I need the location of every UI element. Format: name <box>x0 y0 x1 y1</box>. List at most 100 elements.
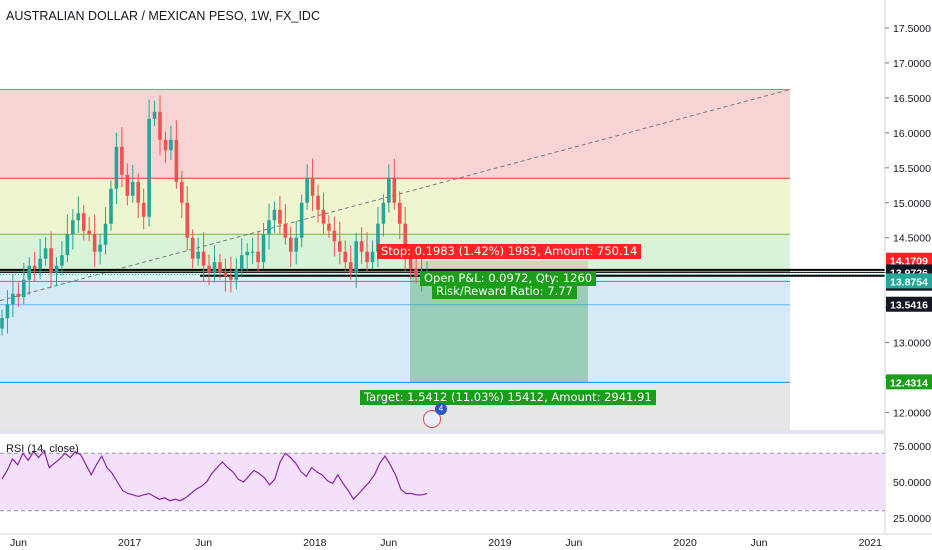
candle-body <box>43 248 48 259</box>
candle-body <box>397 202 402 224</box>
candle-body <box>71 220 75 235</box>
candle-body <box>21 279 26 298</box>
candle-body <box>272 209 277 221</box>
candle-body <box>190 237 195 259</box>
candle-body <box>261 234 266 263</box>
candle-body <box>348 262 353 273</box>
price-label-bg <box>886 374 932 390</box>
price-label-bg <box>886 252 932 268</box>
candle-body <box>283 223 288 238</box>
candle-body <box>136 181 141 203</box>
chart-title: AUSTRALIAN DOLLAR / MEXICAN PESO, 1W, FX… <box>6 9 320 23</box>
candle-body <box>141 202 146 217</box>
candle-body <box>267 220 271 235</box>
price-tick-label: 16.0000 <box>893 128 931 140</box>
candle-body <box>381 202 386 224</box>
rsi-label: RSI (14, close) <box>6 443 79 455</box>
price-label: 13.8754 <box>890 276 928 288</box>
candle-body <box>392 178 397 203</box>
candle-body <box>239 255 244 270</box>
risk-reward-tag[interactable]: Risk/Reward Ratio: 7.77 <box>432 284 577 299</box>
price-tick-label: 13.0000 <box>893 338 931 350</box>
time-tick-label: Jun <box>195 537 212 549</box>
stop-zone <box>410 260 588 273</box>
price-label-bg <box>886 296 932 312</box>
fib-band <box>0 304 790 383</box>
rsi-tick-label: 25.0000 <box>893 513 931 525</box>
stop-tag[interactable]: Stop: 0.1983 (1.42%) 1983, Amount: 750.1… <box>377 244 642 259</box>
price-tick-label: 14.5000 <box>893 233 931 245</box>
candle-body <box>103 223 108 245</box>
time-tick-label: 2021 <box>859 537 883 549</box>
candle-body <box>180 181 184 203</box>
candle-body <box>125 174 130 196</box>
price-tick-label: 16.5000 <box>893 93 931 105</box>
candle-body <box>359 241 364 252</box>
time-tick-label: Jun <box>565 537 582 549</box>
candle-body <box>0 318 4 329</box>
price-tick-label: 17.5000 <box>893 23 931 35</box>
candle-body <box>207 265 211 273</box>
candle-body <box>245 251 249 256</box>
event-flag-icon[interactable] <box>423 410 441 428</box>
candle-body <box>305 178 309 203</box>
candle-body <box>27 265 32 280</box>
candle-body <box>196 251 200 259</box>
candle-body <box>278 209 282 224</box>
candle-body <box>234 269 239 280</box>
rsi-line <box>1 449 428 502</box>
candle-body <box>294 237 299 252</box>
candle-body <box>11 293 15 305</box>
time-tick-label: 2017 <box>118 537 142 549</box>
price-tick-label: 12.0000 <box>893 408 931 420</box>
candle-body <box>376 223 380 252</box>
candle-body <box>299 202 304 238</box>
candle-body <box>92 234 97 252</box>
price-tick-label: 15.0000 <box>893 198 931 210</box>
candle-body <box>76 213 81 221</box>
candle-body <box>338 241 342 252</box>
fib-band <box>0 89 790 179</box>
candle-body <box>256 251 260 263</box>
candle-body <box>343 251 348 263</box>
candle-body <box>130 181 135 196</box>
candle-body <box>152 111 157 119</box>
target-tag[interactable]: Target: 1.5412 (11.03%) 15412, Amount: 2… <box>360 390 656 405</box>
candle-body <box>38 258 42 270</box>
candle-body <box>414 269 418 277</box>
candle-body <box>408 258 413 270</box>
candle-body <box>49 248 53 273</box>
rsi-tick-label: 50.0000 <box>893 477 931 489</box>
event-count-badge[interactable]: 4 <box>435 403 447 415</box>
open-pl-tag[interactable]: Open P&L: 0.0972, Qty: 1260 <box>420 271 597 286</box>
candle-body <box>316 195 320 210</box>
time-tick-label: Jun <box>10 537 27 549</box>
candle-body <box>354 241 358 273</box>
time-tick-label: Jun <box>751 537 768 549</box>
candle-body <box>310 178 315 196</box>
time-tick-label: 2018 <box>303 537 327 549</box>
candle-body <box>370 251 375 263</box>
price-tick-label: 17.0000 <box>893 58 931 70</box>
candle-body <box>218 262 222 273</box>
candle-body <box>223 272 228 277</box>
fib-top-area <box>0 0 790 90</box>
candle-body <box>327 223 331 231</box>
candle-body <box>250 251 255 253</box>
candle-body <box>229 276 233 280</box>
candle-body <box>185 202 190 238</box>
fib-band <box>0 281 790 305</box>
price-label: 12.4314 <box>890 377 928 389</box>
candle-body <box>365 251 369 263</box>
time-tick-label: 2019 <box>488 537 512 549</box>
candle-body <box>169 139 173 151</box>
price-tick-label: 15.5000 <box>893 163 931 175</box>
price-label-bg <box>886 273 932 289</box>
candle-body <box>87 230 91 235</box>
candle-body <box>321 209 326 224</box>
candle-body <box>201 251 206 266</box>
rsi-tick-label: 75.0000 <box>893 441 931 453</box>
candle-body <box>387 178 391 203</box>
candle-body <box>16 293 21 298</box>
